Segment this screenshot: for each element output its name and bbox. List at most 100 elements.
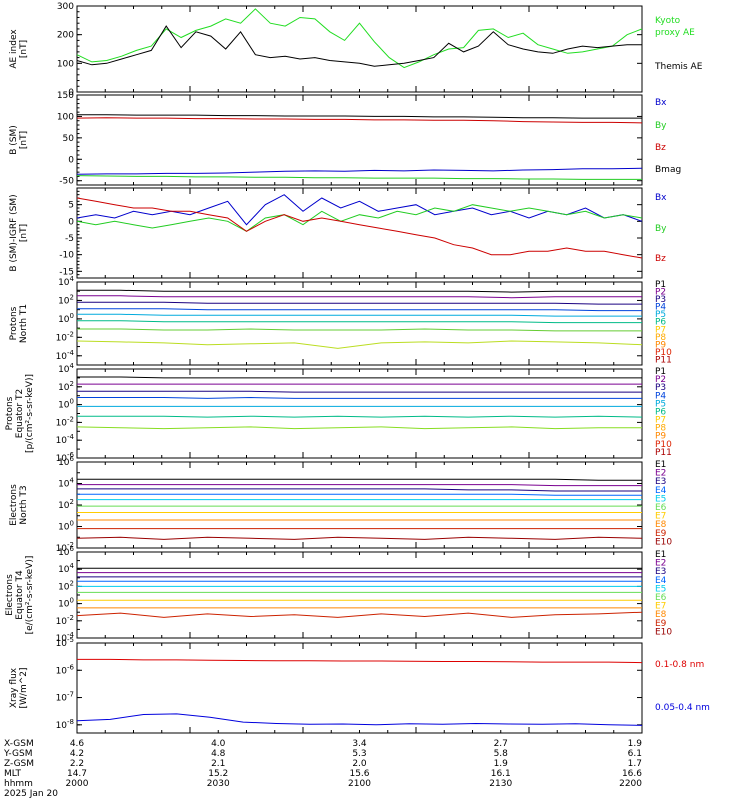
legend-label: E3	[655, 567, 666, 577]
series-by	[76, 204, 643, 232]
legend-label: P11	[655, 448, 672, 458]
panel-ae: 0 100 200 300 AE index [nT] Kyoto proxy AE Themi…	[9, 2, 703, 98]
legend-label: P7	[655, 416, 666, 426]
panel-ylabel-line: Protons	[5, 396, 15, 430]
y-tick-label: 10-2	[56, 541, 74, 554]
series-p1	[77, 376, 642, 379]
orbit-value: 2000	[66, 779, 89, 789]
legend-label: P6	[655, 318, 666, 328]
legend-label: P10	[655, 348, 672, 358]
panel-e4: 10-4 10-2 100 102 104 106 Electrons Equator T4[…	[5, 545, 672, 644]
orbit-value: 1.9	[628, 739, 643, 749]
series-0-05-0-4-nm	[76, 713, 643, 726]
y-tick-label: 102	[58, 579, 74, 592]
orbit-value: 5.3	[352, 749, 366, 759]
orbit-row-label: X-GSM	[4, 739, 34, 749]
y-tick-label: 200	[57, 31, 74, 41]
y-tick-label: 0	[68, 217, 74, 227]
legend-label: P2	[655, 375, 666, 385]
panel-ylabel-line: B (SM)-IGRF (SM)	[9, 194, 19, 271]
panel-ylabel-line: Electrons	[9, 484, 19, 526]
legend-label: P3	[655, 295, 666, 305]
series-e2	[77, 484, 642, 487]
legend-label: P1	[655, 367, 666, 377]
y-tick-label: 104	[58, 362, 74, 375]
y-tick-label: 106	[58, 455, 74, 468]
legend-label: By	[655, 121, 667, 131]
orbit-value: 2.7	[494, 739, 508, 749]
y-tick-label: 10-6	[56, 451, 75, 464]
y-tick-label: 10-5	[56, 636, 74, 649]
panel-ylabel-line: [nT]	[19, 40, 29, 58]
legend-label: E1	[655, 550, 666, 560]
y-tick-label: 100	[57, 59, 74, 69]
panel-ylabel-line: AE index	[9, 29, 19, 69]
legend-label: E6	[655, 503, 667, 513]
orbit-value: 5.8	[494, 749, 509, 759]
y-tick-label: -10	[59, 251, 74, 261]
panel-ylabel-line: [nT]	[19, 224, 29, 242]
panel-p1: 10-4 10-2 100 102 104 Protons North T1 P1P2P3P4…	[9, 275, 672, 366]
orbit-value: 2.0	[352, 759, 367, 769]
y-tick-label: 150	[57, 91, 74, 101]
series-kyoto-proxy-ae	[76, 8, 643, 69]
legend-label: E7	[655, 512, 666, 522]
orbit-value: 15.6	[349, 769, 369, 779]
legend-label: P9	[655, 432, 666, 442]
legend-label: Bx	[655, 98, 667, 108]
orbit-value: 3.4	[352, 739, 367, 749]
panel-ylabel-line: B (SM)	[9, 125, 19, 155]
legend-label: E10	[655, 537, 672, 547]
panel-ylabel-line: [e/(cm²-s-sr-keV)]	[25, 556, 35, 635]
y-tick-label: 10-2	[56, 330, 74, 343]
panel-ylabel-line: North T1	[19, 304, 29, 343]
legend-label: E8	[655, 520, 667, 530]
orbit-row-label: hhmm	[4, 779, 33, 789]
legend-label: Themis AE	[654, 62, 703, 72]
legend-label: P2	[655, 288, 666, 298]
y-tick-label: 300	[57, 2, 74, 12]
y-tick-label: 10-8	[56, 718, 74, 731]
y-tick-label: 102	[58, 380, 74, 393]
panel-frame	[76, 281, 643, 366]
orbit-value: 4.8	[211, 749, 226, 759]
orbit-row-label: MLT	[4, 769, 22, 779]
legend-label: E6	[655, 593, 667, 603]
y-tick-label: 102	[58, 498, 74, 511]
orbit-value: 2130	[489, 779, 512, 789]
series-p4	[77, 396, 642, 399]
panel-ylabel-line: [W/m^2]	[19, 668, 29, 709]
legend-label: P10	[655, 440, 672, 450]
legend-label: Bx	[655, 193, 667, 203]
legend-label: E9	[655, 619, 667, 629]
y-tick-label: 106	[58, 545, 74, 558]
series-p4	[77, 308, 642, 312]
legend-label: P8	[655, 333, 666, 343]
series-p3	[77, 301, 642, 305]
series-e9	[76, 611, 643, 618]
series-themis-ae	[76, 25, 642, 67]
legend-label: E5	[655, 584, 666, 594]
orbit-value: 2.2	[70, 759, 84, 769]
y-tick-label: 100	[58, 312, 74, 325]
orbit-value: 4.0	[211, 739, 226, 749]
panel-ylabel-line: Electrons	[5, 574, 15, 616]
legend-label: E4	[655, 576, 667, 586]
legend-label: P6	[655, 407, 666, 417]
panel-frame	[76, 94, 643, 186]
orbit-row-label: Z-GSM	[4, 759, 34, 769]
orbit-value: 2.1	[211, 759, 225, 769]
legend-label: E4	[655, 486, 667, 496]
y-tick-label: 10-4	[56, 631, 75, 644]
y-tick-label: 50	[63, 134, 75, 144]
series-p7	[77, 328, 642, 332]
panel-ylabel: Protons Equator T2 [p/(cm²-s-sr-keV)]	[5, 374, 35, 453]
legend-label: P8	[655, 424, 666, 434]
panel-ylabel: Electrons Equator T4 [e/(cm²-s-sr-keV)]	[5, 556, 35, 635]
orbit-value: 2030	[207, 779, 230, 789]
series-p7	[76, 426, 642, 430]
panel-p2: 10-6 10-4 10-2 100 102 104 Protons Equator T2 [p…	[5, 362, 672, 464]
